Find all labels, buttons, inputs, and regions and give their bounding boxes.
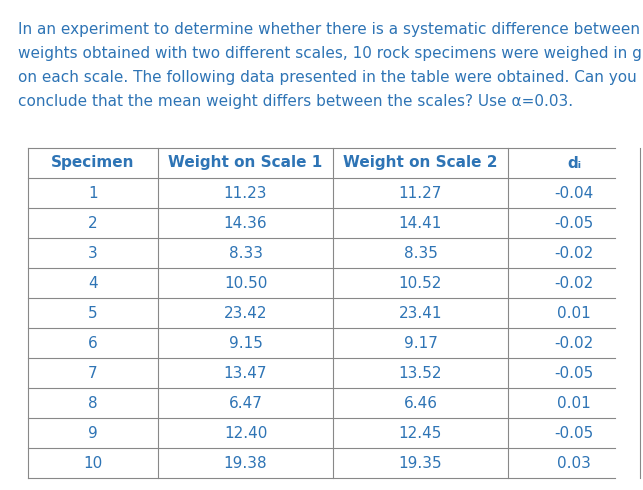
- Text: 0.01: 0.01: [557, 305, 591, 320]
- Text: Specimen: Specimen: [51, 155, 135, 171]
- Text: 11.27: 11.27: [399, 186, 442, 200]
- Text: 8.35: 8.35: [404, 245, 437, 261]
- Text: -0.04: -0.04: [554, 186, 593, 200]
- Text: 9: 9: [88, 425, 98, 441]
- Text: on each scale. The following data presented in the table were obtained. Can you: on each scale. The following data presen…: [18, 70, 637, 85]
- Text: 8: 8: [88, 395, 98, 411]
- Text: -0.05: -0.05: [554, 216, 593, 230]
- Text: 12.40: 12.40: [224, 425, 267, 441]
- Text: 6: 6: [88, 336, 98, 350]
- Text: 14.36: 14.36: [224, 216, 267, 230]
- Text: -0.02: -0.02: [554, 245, 593, 261]
- Text: 3: 3: [88, 245, 98, 261]
- Text: In an experiment to determine whether there is a systematic difference between t: In an experiment to determine whether th…: [18, 22, 643, 37]
- Text: 23.42: 23.42: [224, 305, 267, 320]
- Text: dᵢ: dᵢ: [567, 155, 581, 171]
- Text: 1: 1: [88, 186, 98, 200]
- Text: 23.41: 23.41: [399, 305, 442, 320]
- Text: 13.52: 13.52: [399, 366, 442, 381]
- Text: 6.47: 6.47: [228, 395, 262, 411]
- Text: -0.05: -0.05: [554, 425, 593, 441]
- Text: 2: 2: [88, 216, 98, 230]
- Text: 0.03: 0.03: [557, 456, 591, 470]
- Text: 10: 10: [84, 456, 103, 470]
- Text: 0.01: 0.01: [557, 395, 591, 411]
- Text: weights obtained with two different scales, 10 rock specimens were weighed in gr: weights obtained with two different scal…: [18, 46, 643, 61]
- Text: 11.23: 11.23: [224, 186, 267, 200]
- Text: Weight on Scale 2: Weight on Scale 2: [343, 155, 498, 171]
- Text: 10.52: 10.52: [399, 275, 442, 291]
- Text: Weight on Scale 1: Weight on Scale 1: [168, 155, 323, 171]
- Text: conclude that the mean weight differs between the scales? Use α=0.03.: conclude that the mean weight differs be…: [18, 94, 573, 109]
- Text: 12.45: 12.45: [399, 425, 442, 441]
- Text: 10.50: 10.50: [224, 275, 267, 291]
- Text: -0.05: -0.05: [554, 366, 593, 381]
- Text: 9.17: 9.17: [404, 336, 437, 350]
- Text: 9.15: 9.15: [228, 336, 262, 350]
- Text: 19.38: 19.38: [224, 456, 267, 470]
- Text: 6.46: 6.46: [404, 395, 437, 411]
- Text: 14.41: 14.41: [399, 216, 442, 230]
- Text: 7: 7: [88, 366, 98, 381]
- Text: 8.33: 8.33: [228, 245, 262, 261]
- Text: 19.35: 19.35: [399, 456, 442, 470]
- Text: -0.02: -0.02: [554, 336, 593, 350]
- Text: 4: 4: [88, 275, 98, 291]
- Text: 5: 5: [88, 305, 98, 320]
- Text: 13.47: 13.47: [224, 366, 267, 381]
- Text: -0.02: -0.02: [554, 275, 593, 291]
